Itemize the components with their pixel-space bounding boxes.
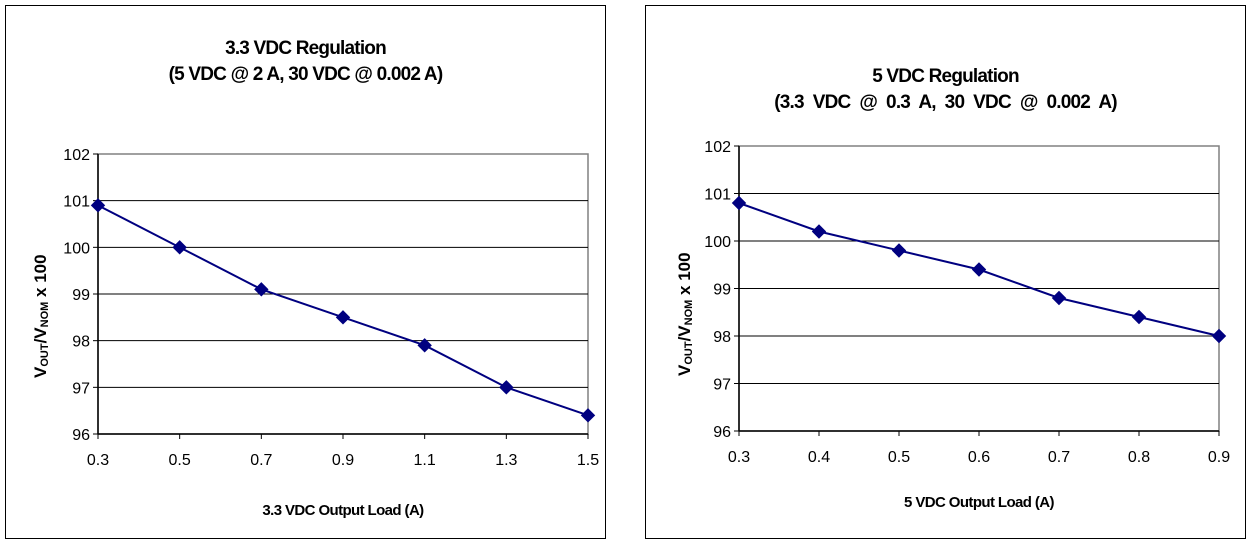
data-point-marker	[891, 243, 907, 258]
data-point-marker	[580, 408, 596, 423]
y-tick-label: 97	[72, 380, 90, 397]
y-tick-label: 97	[713, 377, 731, 394]
chart-title: 5 VDC Regulation (3.3 VDC @ 0.3 A, 30 VD…	[646, 64, 1245, 116]
chart-plot: 96 97 98 99 100 101 102 0.3 0.5 0.7 0.9 1.1 1.3 1.5	[63, 147, 599, 469]
x-tick-label: 1.1	[414, 452, 436, 469]
y-tick-label: 101	[704, 187, 731, 204]
x-tick-label: 0.6	[968, 449, 990, 466]
y-tick-label: 99	[713, 282, 731, 299]
data-point-marker	[254, 282, 269, 297]
x-tick-label: 0.4	[808, 449, 830, 466]
x-tick-label: 0.3	[87, 452, 109, 469]
data-point-marker	[499, 380, 514, 395]
y-axis-label: VOUT/VNOM x 100	[675, 252, 695, 376]
y-tick-label: 102	[704, 139, 731, 156]
chart-panel-3v3: 3.3 VDC Regulation (5 VDC @ 2 A, 30 VDC …	[5, 5, 606, 539]
x-tick-label: 1.3	[495, 452, 517, 469]
y-tick-label: 101	[63, 194, 90, 211]
y-tick-label: 98	[72, 334, 90, 351]
data-point-marker	[1211, 328, 1227, 344]
chart-title-line-2: (3.3 VDC @ 0.3 A, 30 VDC @ 0.002 A)	[774, 92, 1117, 113]
y-tick-label: 102	[63, 147, 90, 164]
data-point-marker	[417, 338, 432, 353]
x-tick-label: 0.3	[728, 449, 750, 466]
y-tick-label: 96	[72, 427, 90, 444]
y-tick-label: 100	[704, 234, 731, 251]
chart-title: 3.3 VDC Regulation (5 VDC @ 2 A, 30 VDC …	[6, 36, 605, 88]
y-tick-label: 98	[713, 329, 731, 346]
x-tick-label: 0.7	[1048, 449, 1070, 466]
y-tick-label: 100	[63, 240, 90, 257]
data-point-marker	[1051, 290, 1067, 306]
y-axis-label: VOUT/VNOM x 100	[31, 254, 51, 378]
x-axis-label: 3.3 VDC Output Load (A)	[262, 502, 424, 519]
y-tick-label: 96	[713, 424, 731, 441]
data-point-marker	[335, 310, 351, 325]
chart-title-line-1: 3.3 VDC Regulation	[225, 38, 387, 59]
x-tick-label: 0.9	[332, 452, 354, 469]
x-tick-label: 0.8	[1128, 449, 1150, 466]
x-tick-label: 0.5	[169, 452, 191, 469]
y-tick-label: 99	[72, 287, 90, 304]
x-tick-label: 0.9	[1208, 449, 1230, 466]
x-axis-label: 5 VDC Output Load (A)	[904, 494, 1054, 511]
chart-panel-5v: 5 VDC Regulation (3.3 VDC @ 0.3 A, 30 VD…	[645, 5, 1246, 539]
chart-title-line-2: (5 VDC @ 2 A, 30 VDC @ 0.002 A)	[168, 64, 444, 85]
x-tick-label: 0.5	[888, 449, 910, 466]
data-point-marker	[731, 195, 747, 211]
data-point-marker	[971, 262, 987, 277]
chart-title-line-1: 5 VDC Regulation	[872, 66, 1019, 87]
data-point-marker	[1131, 309, 1147, 325]
data-point-marker	[90, 198, 106, 213]
data-point-marker	[811, 224, 827, 239]
data-point-marker	[172, 240, 187, 255]
chart-plot: 96 97 98 99 100 101 102 0.3 0.4 0.5 0.6 0.7 0.8 0.9	[704, 139, 1230, 466]
x-tick-label: 1.5	[577, 452, 599, 469]
x-tick-label: 0.7	[250, 452, 272, 469]
